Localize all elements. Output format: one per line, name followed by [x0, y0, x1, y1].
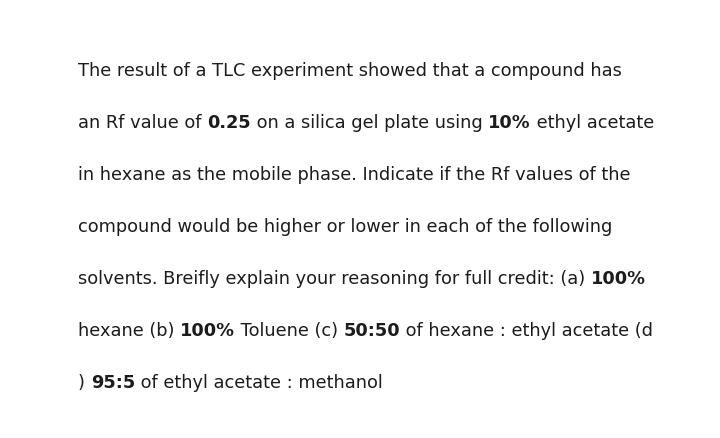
- Text: 95:5: 95:5: [91, 373, 135, 391]
- Text: 10%: 10%: [488, 114, 531, 132]
- Text: compound would be higher or lower in each of the following: compound would be higher or lower in eac…: [78, 218, 613, 236]
- Text: of ethyl acetate : methanol: of ethyl acetate : methanol: [135, 373, 382, 391]
- Text: ): ): [78, 373, 91, 391]
- Text: in hexane as the mobile phase. Indicate if the Rf values of the: in hexane as the mobile phase. Indicate …: [78, 166, 631, 184]
- Text: 100%: 100%: [180, 321, 235, 339]
- Text: Toluene (c): Toluene (c): [235, 321, 344, 339]
- Text: hexane (b): hexane (b): [78, 321, 180, 339]
- Text: The result of a TLC experiment showed that a compound has: The result of a TLC experiment showed th…: [78, 62, 622, 80]
- Text: on a silica gel plate using: on a silica gel plate using: [251, 114, 488, 132]
- Text: solvents. Breifly explain your reasoning for full credit: (a): solvents. Breifly explain your reasoning…: [78, 269, 591, 287]
- Text: 0.25: 0.25: [207, 114, 251, 132]
- Text: an Rf value of: an Rf value of: [78, 114, 207, 132]
- Text: of hexane : ethyl acetate (d: of hexane : ethyl acetate (d: [400, 321, 654, 339]
- Text: 50:50: 50:50: [344, 321, 400, 339]
- Text: ethyl acetate: ethyl acetate: [531, 114, 654, 132]
- Text: 100%: 100%: [591, 269, 646, 287]
